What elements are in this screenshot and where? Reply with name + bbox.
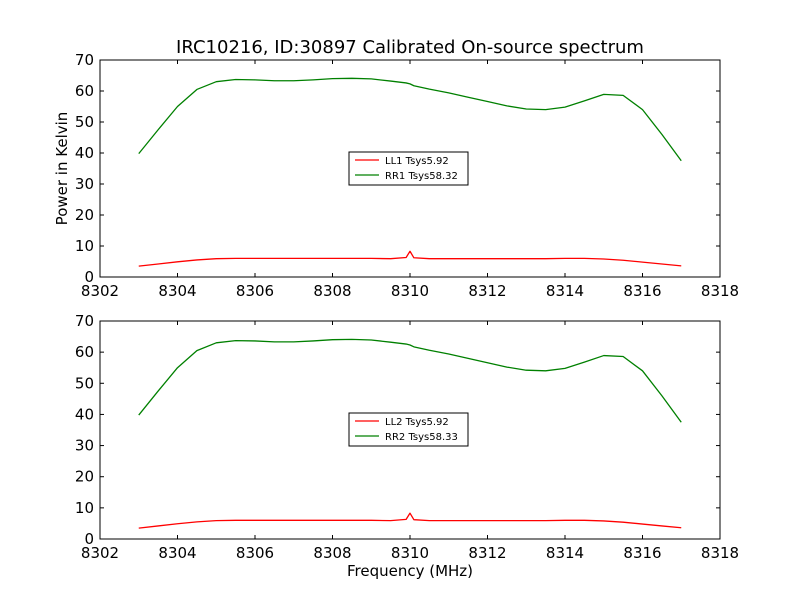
y-tick-label: 60	[75, 343, 94, 361]
y-tick-label: 40	[75, 144, 94, 162]
y-tick-label: 10	[75, 499, 94, 517]
series-line-2	[138, 77, 682, 162]
x-tick-label: 8318	[701, 282, 739, 300]
y-tick-label: 0	[84, 268, 94, 286]
top-panel: 8302 8304 8306 8308 8310 8312 8314 8316 8318 0 10 2…	[53, 51, 739, 300]
y-tick-label: 20	[75, 468, 94, 486]
series-line-1	[138, 512, 682, 529]
x-tick-label: 8302	[81, 544, 119, 562]
figure-title: IRC10216, ID:30897 Calibrated On-source …	[176, 37, 644, 58]
legend: LL1 Tsys5.92 RR1 Tsys58.32	[348, 151, 469, 186]
x-tick-label: 8304	[158, 544, 196, 562]
x-tick-label: 8308	[313, 282, 351, 300]
x-tick-label: 8304	[158, 282, 196, 300]
y-axis-label: Power in Kelvin	[53, 112, 71, 226]
y-tick-label: 30	[75, 175, 94, 193]
y-tick-label: 10	[75, 237, 94, 255]
bottom-panel: 8302 8304 8306 8308 8310 8312 8314 8316 8318 0 10 2…	[75, 312, 739, 580]
y-tick-label: 50	[75, 374, 94, 392]
x-tick-label: 8306	[236, 544, 274, 562]
y-tick-label: 60	[75, 82, 94, 100]
series-line-2	[138, 338, 682, 423]
x-tick-label: 8314	[546, 282, 584, 300]
x-tick-label: 8302	[81, 282, 119, 300]
y-tick-label: 20	[75, 206, 94, 224]
x-tick-label: 8314	[546, 544, 584, 562]
x-tick-label: 8316	[623, 544, 661, 562]
x-tick-label: 8312	[468, 282, 506, 300]
legend-box	[348, 412, 469, 447]
legend-box	[348, 151, 469, 186]
x-tick-label: 8310	[391, 544, 429, 562]
legend-label: LL1 Tsys5.92	[385, 156, 449, 167]
y-tick-label: 70	[75, 51, 94, 69]
legend: LL2 Tsys5.92 RR2 Tsys58.33	[348, 412, 469, 447]
x-tick-label: 8306	[236, 282, 274, 300]
x-tick-label: 8316	[623, 282, 661, 300]
y-tick-label: 30	[75, 437, 94, 455]
y-tick-label: 0	[84, 530, 94, 548]
x-tick-label: 8308	[313, 544, 351, 562]
series-line-1	[138, 250, 682, 267]
x-tick-label: 8318	[701, 544, 739, 562]
x-tick-label: 8312	[468, 544, 506, 562]
legend-label: RR2 Tsys58.33	[385, 432, 458, 443]
y-tick-label: 50	[75, 113, 94, 131]
y-tick-label: 40	[75, 405, 94, 423]
x-axis-label: Frequency (MHz)	[347, 562, 473, 580]
legend-label: RR1 Tsys58.32	[385, 171, 458, 182]
x-tick-label: 8310	[391, 282, 429, 300]
y-tick-label: 70	[75, 312, 94, 330]
legend-label: LL2 Tsys5.92	[385, 417, 449, 428]
